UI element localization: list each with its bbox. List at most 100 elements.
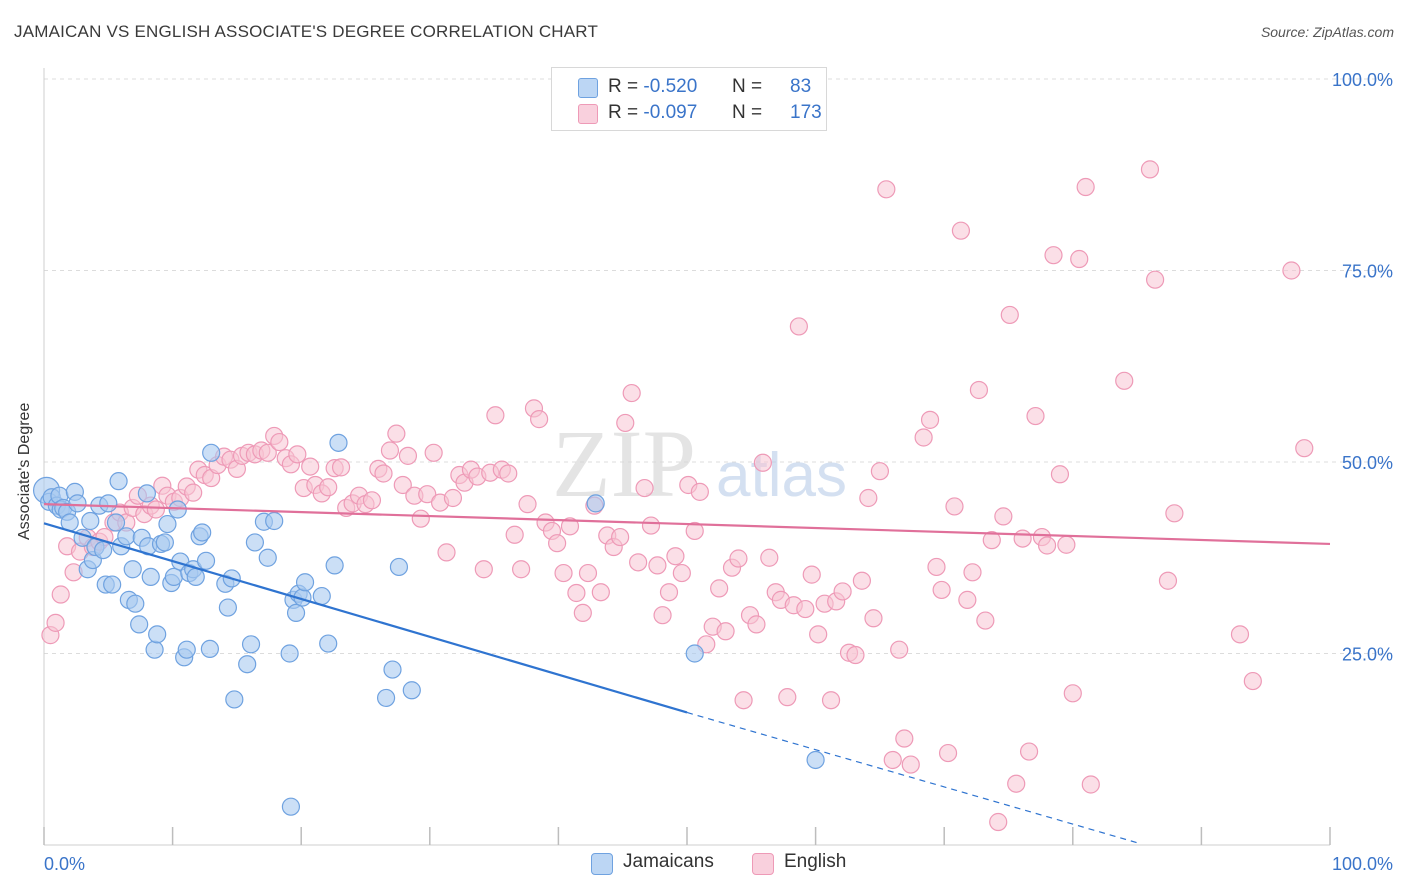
english-point [1026,406,1045,426]
jamaican-point [280,644,299,663]
english-point [1295,439,1314,458]
english-point [1019,742,1039,761]
jamaican-point [586,494,605,513]
jamaican-point [141,567,160,587]
jamaican-point [218,598,237,617]
english-point [499,464,518,483]
jamaican-point [81,511,100,531]
bottom-legend-label-english: English [784,851,847,872]
english-point [518,495,537,514]
jamaicans-trend-line [43,522,688,714]
jamaican-point [225,690,244,709]
english-point [734,691,753,710]
english-point [51,585,70,604]
jamaican-point [402,681,421,700]
english-point [418,485,437,504]
english-point [778,688,797,707]
jamaican-point [238,655,257,674]
english-point [443,488,463,508]
english-point [796,599,815,619]
legend-swatch-jamaicans [578,78,598,98]
english-point [1037,536,1057,555]
english-point [530,410,549,429]
legend-n-value-jamaicans: 83 [790,76,812,97]
english-point [877,180,896,199]
english-point [945,497,964,516]
english-point [753,453,772,472]
english-point [685,521,704,541]
english-point [1140,160,1160,179]
english-point [1044,246,1063,265]
english-point [672,563,691,583]
english-point [852,571,871,590]
y-tick-label: 100.0% [1332,70,1393,90]
english-point [567,583,586,603]
jamaican-point [806,750,825,770]
trend-lines [43,503,1331,844]
jamaican-point [319,634,338,653]
english-point [1146,270,1165,289]
jamaican-point [109,472,128,491]
english-series [41,160,1314,832]
jamaican-point [325,556,344,575]
jamaican-point [383,660,402,679]
english-point [747,615,766,634]
english-point [1158,571,1178,590]
english-point [1076,177,1095,197]
english-point [387,424,406,443]
jamaican-point [186,567,205,587]
english-point [789,317,808,336]
english-point [1057,535,1076,554]
english-point [1115,371,1134,390]
legend-r-label: R = [608,76,639,97]
english-point [890,640,909,659]
legend-n-value-english: 173 [790,102,822,123]
jamaican-point [130,615,149,634]
correlation-legend: R = -0.520 N = 83 R = -0.097 N = 173 [551,67,827,131]
english-point [648,556,667,575]
english-point [184,483,203,502]
english-point [560,517,580,536]
english-point [301,457,320,476]
english-point [548,534,567,553]
english-point [1230,625,1250,644]
jamaican-point [145,640,164,659]
english-point [331,458,351,477]
english-point [821,691,841,710]
english-point [859,488,878,508]
bottom-legend-swatch-english [752,853,774,875]
english-point [802,565,821,584]
english-point [883,750,902,770]
x-tick-label-min: 0.0% [44,854,85,874]
jamaican-point [94,540,113,560]
legend-r-label: R = [608,102,639,123]
jamaican-point [281,797,301,816]
english-point [895,729,914,748]
english-point [46,613,65,632]
jamaican-point [265,511,284,531]
english-point [1243,671,1262,691]
english-point [653,606,672,625]
english-point [914,428,933,447]
english-point [846,645,865,665]
english-point [1063,684,1082,703]
english-point [659,583,679,602]
english-point [927,557,946,577]
english-point [760,548,779,567]
english-point [809,625,828,644]
english-point [573,603,592,623]
english-point [622,383,641,403]
jamaicans-series [32,433,825,816]
gridlines [44,78,1392,654]
english-point [270,432,289,452]
legend-r-value-jamaicans: -0.520 [643,76,698,97]
watermark-atlas: atlas [716,441,847,510]
english-point [710,579,729,598]
english-point [258,443,277,462]
english-point [864,609,883,628]
english-point [1165,504,1184,523]
english-point [989,812,1008,832]
english-point [958,590,977,609]
english-point [1081,775,1100,794]
